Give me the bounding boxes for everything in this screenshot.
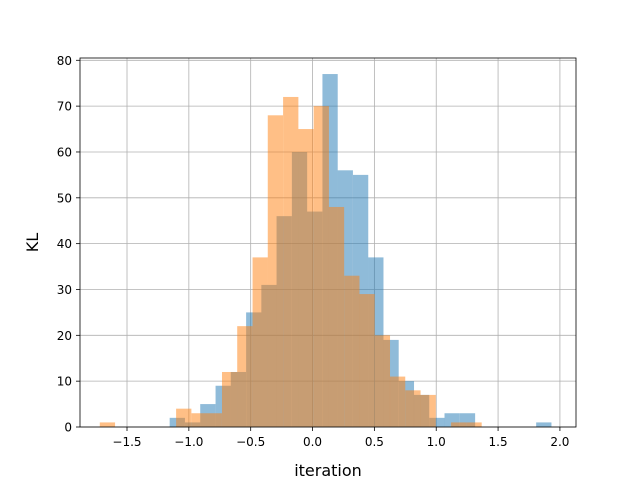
y-tick-label: 40	[57, 237, 72, 251]
x-tick-label: 1.0	[427, 435, 446, 449]
y-tick-label: 50	[57, 191, 72, 205]
y-tick-label: 80	[57, 54, 72, 68]
y-tick-label: 10	[57, 375, 72, 389]
y-tick-label: 70	[57, 100, 72, 114]
x-tick-label: 1.5	[489, 435, 508, 449]
histogram-bar-series-2	[374, 335, 391, 427]
histogram-bar-series-1	[536, 422, 552, 427]
histogram-bars	[99, 74, 552, 428]
histogram-bar-series-2	[206, 413, 222, 427]
histogram-bar-series-2	[99, 422, 116, 427]
y-tick-label: 60	[57, 145, 72, 159]
histogram-bar-series-2	[405, 390, 421, 427]
histogram-bar-series-2	[298, 129, 314, 427]
histogram-bar-series-2	[237, 326, 253, 427]
histogram-bar-series-2	[359, 294, 375, 427]
x-tick-label: −1.0	[174, 435, 203, 449]
histogram-bar-series-2	[466, 422, 482, 427]
histogram-bar-series-2	[221, 371, 238, 427]
x-tick-label: 0.0	[303, 435, 322, 449]
histogram-bar-series-2	[328, 206, 345, 427]
axis-ticks: −1.5 −1.0 −0.5 0.0 0.5 1.0 1.5 2.0 0 10 20 30 40 50 60…	[57, 54, 570, 449]
x-tick-label: 0.5	[365, 435, 384, 449]
y-tick-label: 0	[64, 421, 72, 435]
x-tick-label: −1.5	[112, 435, 141, 449]
x-tick-label: −0.5	[236, 435, 265, 449]
y-tick-label: 30	[57, 283, 72, 297]
histogram-bar-series-1	[429, 417, 445, 427]
x-axis-label: iteration	[294, 461, 362, 480]
histogram-bar-series-2	[451, 422, 467, 427]
histogram-bar-series-2	[420, 394, 436, 427]
y-axis-label: KL	[23, 233, 42, 252]
histogram-bar-series-2	[267, 115, 284, 428]
histogram-bar-series-2	[252, 257, 268, 427]
histogram-bar-series-2	[191, 413, 207, 427]
histogram-bar-series-2	[313, 106, 329, 427]
y-tick-label: 20	[57, 329, 72, 343]
plot-frame	[79, 57, 577, 428]
x-tick-label: 2.0	[550, 435, 569, 449]
histogram-bar-series-2	[344, 275, 360, 427]
histogram-bar-series-2	[389, 376, 406, 427]
histogram-bar-series-2	[176, 408, 192, 427]
histogram-bar-series-2	[283, 96, 299, 427]
